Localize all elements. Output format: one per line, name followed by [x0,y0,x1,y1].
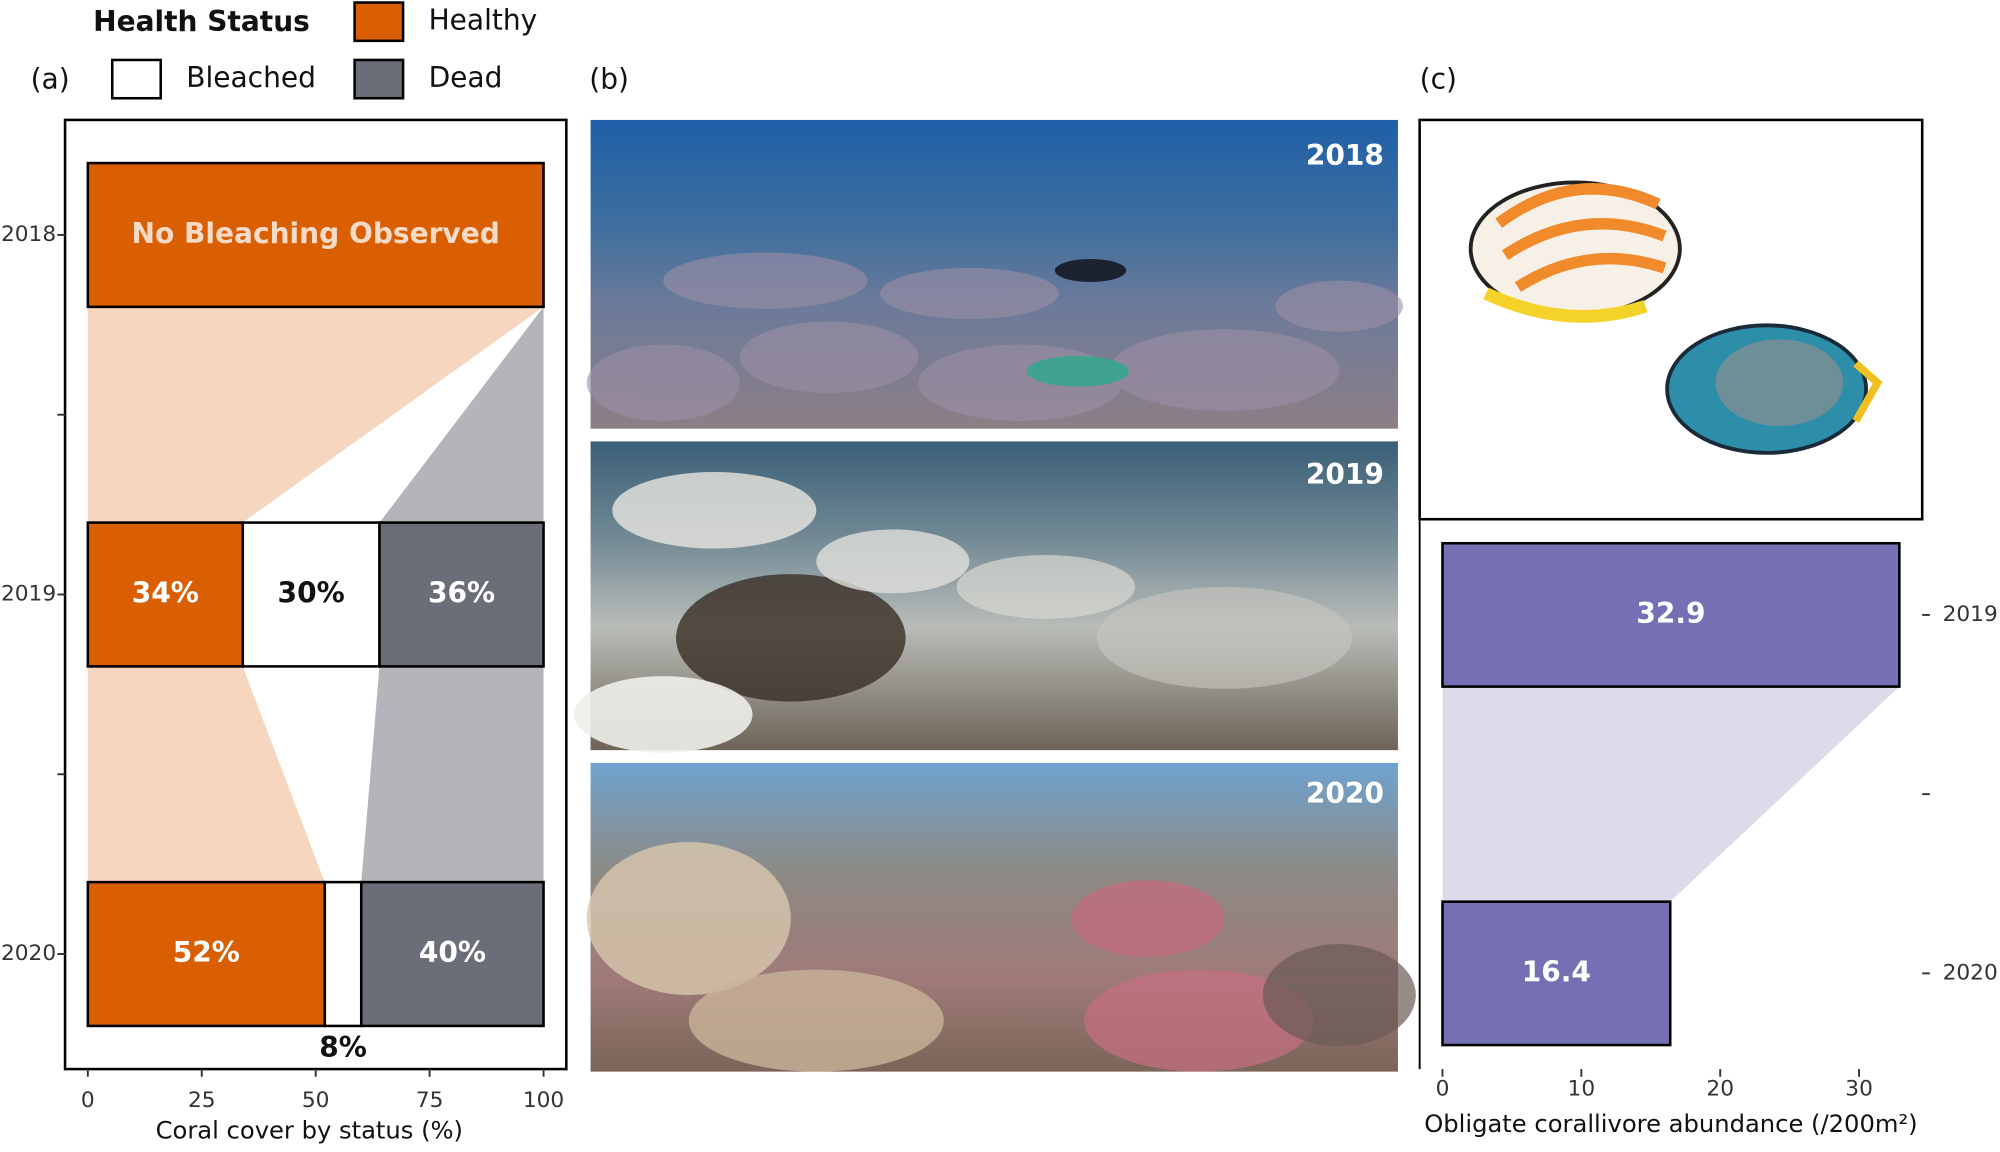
coral-texture [586,841,1416,1072]
panel-label: (b) [589,62,629,95]
x-tick-label: 0 [1436,1076,1450,1101]
fish-illustration [1418,118,1924,521]
y-tick-label: 2019 [1,581,56,606]
fish-pattern [1715,339,1844,427]
x-tick-label: 10 [1568,1076,1596,1101]
bar [1441,541,1901,688]
illustration-box [1418,118,1924,521]
legend-label: Dead [429,61,503,94]
legend-swatch [353,1,405,43]
x-tick-label: 50 [302,1088,330,1113]
value-label: 8% [319,1031,367,1064]
x-tick-label: 0 [81,1088,95,1113]
x-axis-label: Coral cover by status (%) [156,1117,463,1145]
y-tick-label: 2018 [1,222,56,247]
x-axis-label: Obligate corallivore abundance (/200m²) [1424,1110,1917,1138]
annotation: No Bleaching Observed [132,217,500,250]
value-label: 32.9 [1636,597,1705,630]
legend-label: Healthy [429,4,538,37]
value-label: 16.4 [1522,955,1591,988]
panel-label: (c) [1420,62,1457,95]
x-tick-label: 75 [416,1088,444,1113]
y-tick-label: 2020 [1,941,56,966]
transition-band [361,666,544,883]
bar [359,880,545,1028]
y-tick-label: 2019 [1943,602,1998,627]
legend-swatch [353,58,405,100]
panel-label: (a) [31,62,70,95]
bar [378,521,545,668]
transition-band [242,666,380,883]
bar [86,161,545,309]
photo-caption: 2019 [1306,458,1384,491]
legend-title: Health Status [93,5,310,38]
value-label: 40% [419,936,486,969]
legend-label: Bleached [186,61,316,94]
transition-band [87,306,544,523]
fish-stripes [1495,183,1667,292]
transition-band [1442,686,1900,902]
photo-caption: 2020 [1306,777,1384,810]
transition-band [87,666,325,883]
x-tick-label: 30 [1845,1076,1873,1101]
fish-fin [1852,360,1883,423]
x-tick-label: 20 [1706,1076,1734,1101]
photo-caption: 2018 [1306,139,1384,172]
x-tick-label: 100 [523,1088,564,1113]
coral-texture [586,252,1404,421]
value-label: 36% [428,576,495,609]
legend-swatch [110,58,162,100]
fish-fin [1483,287,1648,323]
bar [86,880,327,1028]
value-label: 34% [132,576,199,609]
bar [86,521,245,668]
fish [1026,355,1129,387]
value-label: 52% [173,936,240,969]
value-label: 30% [278,576,345,609]
y-tick-label: 2020 [1943,960,1998,985]
x-tick-label: 25 [188,1088,216,1113]
photo-panel: (b) 2018 2019 2020 [573,62,1416,1072]
bar [1441,900,1672,1047]
bar [241,521,381,668]
coral-texture [573,472,1353,753]
bar [323,880,363,1028]
fish [1054,258,1127,282]
